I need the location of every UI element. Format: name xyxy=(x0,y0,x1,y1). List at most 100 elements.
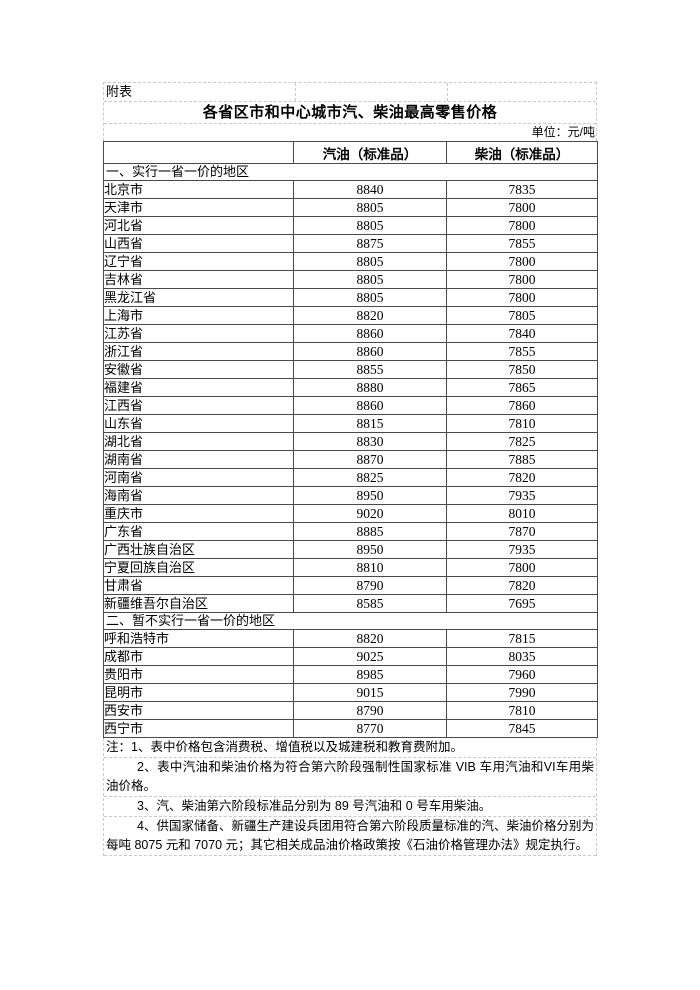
region-cell: 重庆市 xyxy=(103,504,294,523)
table-row: 湖南省 8870 7885 xyxy=(103,450,598,469)
diesel-price-cell: 7825 xyxy=(446,432,598,451)
gasoline-price-cell: 8825 xyxy=(293,468,447,487)
diesel-price-cell: 7845 xyxy=(446,719,598,738)
region-cell: 上海市 xyxy=(103,306,294,325)
gasoline-column-header: 汽油（标准品） xyxy=(293,141,447,164)
region-cell: 浙江省 xyxy=(103,342,294,361)
region-cell: 福建省 xyxy=(103,378,294,397)
region-cell: 新疆维吾尔自治区 xyxy=(103,594,294,613)
region-cell: 宁夏回族自治区 xyxy=(103,558,294,577)
diesel-price-cell: 7820 xyxy=(446,576,598,595)
table-row: 贵阳市 8985 7960 xyxy=(103,665,598,684)
region-cell: 湖南省 xyxy=(103,450,294,469)
table-row: 河南省 8825 7820 xyxy=(103,468,598,487)
note-paragraph-2: 2、表中汽油和柴油价格为符合第六阶段强制性国家标准 VIB 车用汽油和VI车用柴… xyxy=(104,758,596,797)
gasoline-price-cell: 8860 xyxy=(293,396,447,415)
diesel-price-cell: 7810 xyxy=(446,701,598,720)
gasoline-price-cell: 8815 xyxy=(293,414,447,433)
table-row: 辽宁省 8805 7800 xyxy=(103,252,598,271)
region-cell: 辽宁省 xyxy=(103,252,294,271)
gasoline-price-cell: 8985 xyxy=(293,665,447,684)
region-cell: 江苏省 xyxy=(103,324,294,343)
diesel-price-cell: 8010 xyxy=(446,504,598,523)
gasoline-price-cell: 8790 xyxy=(293,576,447,595)
gasoline-price-cell: 8830 xyxy=(293,432,447,451)
region-cell: 黑龙江省 xyxy=(103,288,294,307)
table-row: 成都市 9025 8035 xyxy=(103,647,598,666)
diesel-price-cell: 7820 xyxy=(446,468,598,487)
note-paragraph-1: 注：1、表中价格包含消费税、增值税以及城建税和教育费附加。 xyxy=(104,738,596,758)
gasoline-price-cell: 8860 xyxy=(293,324,447,343)
gasoline-price-cell: 8805 xyxy=(293,216,447,235)
gasoline-price-cell: 8860 xyxy=(293,342,447,361)
gasoline-price-cell: 8585 xyxy=(293,594,447,613)
gasoline-price-cell: 8880 xyxy=(293,378,447,397)
table-row: 吉林省 8805 7800 xyxy=(103,270,598,289)
table-caption-area: 附表 各省区市和中心城市汽、柴油最高零售价格 单位：元/吨 xyxy=(103,82,597,141)
table-row: 天津市 8805 7800 xyxy=(103,198,598,217)
table-row: 广西壮族自治区 8950 7935 xyxy=(103,540,598,559)
corner-cell xyxy=(103,141,294,164)
note-paragraph-4: 4、供国家储备、新疆生产建设兵团用符合第六阶段质量标准的汽、柴油价格分别为每吨 … xyxy=(104,817,596,856)
gasoline-price-cell: 8950 xyxy=(293,486,447,505)
table-header-row: 汽油（标准品） 柴油（标准品） xyxy=(103,141,598,164)
diesel-price-cell: 7865 xyxy=(446,378,598,397)
table-row: 黑龙江省 8805 7800 xyxy=(103,288,598,307)
region-cell: 呼和浩特市 xyxy=(103,629,294,648)
region-cell: 河北省 xyxy=(103,216,294,235)
gasoline-price-cell: 8855 xyxy=(293,360,447,379)
table-row: 甘肃省 8790 7820 xyxy=(103,576,598,595)
gasoline-price-cell: 8770 xyxy=(293,719,447,738)
note-paragraph-3: 3、汽、柴油第六阶段标准品分别为 89 号汽油和 0 号车用柴油。 xyxy=(104,797,596,817)
gasoline-price-cell: 8805 xyxy=(293,270,447,289)
gasoline-price-cell: 8805 xyxy=(293,198,447,217)
gasoline-price-cell: 8885 xyxy=(293,522,447,541)
diesel-price-cell: 7805 xyxy=(446,306,598,325)
page-title: 各省区市和中心城市汽、柴油最高零售价格 xyxy=(104,102,596,124)
table-row: 山东省 8815 7810 xyxy=(103,414,598,433)
table-row: 昆明市 9015 7990 xyxy=(103,683,598,702)
price-table-body: 汽油（标准品） 柴油（标准品） 一、实行一省一价的地区 北京市 8840 7835 天津市 8… xyxy=(103,141,598,738)
gasoline-price-cell: 8820 xyxy=(293,306,447,325)
diesel-price-cell: 7935 xyxy=(446,486,598,505)
table-row: 重庆市 9020 8010 xyxy=(103,504,598,523)
gasoline-price-cell: 9025 xyxy=(293,647,447,666)
table-row: 江西省 8860 7860 xyxy=(103,396,598,415)
region-cell: 湖北省 xyxy=(103,432,294,451)
table-row: 海南省 8950 7935 xyxy=(103,486,598,505)
gasoline-price-cell: 8810 xyxy=(293,558,447,577)
region-cell: 西宁市 xyxy=(103,719,294,738)
diesel-price-cell: 7960 xyxy=(446,665,598,684)
section-header-label: 二、暂不实行一省一价的地区 xyxy=(103,612,598,630)
table-row: 安徽省 8855 7850 xyxy=(103,360,598,379)
table-row: 福建省 8880 7865 xyxy=(103,378,598,397)
diesel-price-cell: 7800 xyxy=(446,270,598,289)
region-cell: 西安市 xyxy=(103,701,294,720)
region-cell: 甘肃省 xyxy=(103,576,294,595)
diesel-price-cell: 7870 xyxy=(446,522,598,541)
table-row: 西宁市 8770 7845 xyxy=(103,719,598,738)
diesel-price-cell: 7860 xyxy=(446,396,598,415)
region-cell: 海南省 xyxy=(103,486,294,505)
diesel-price-cell: 7800 xyxy=(446,252,598,271)
region-cell: 广东省 xyxy=(103,522,294,541)
gasoline-price-cell: 8805 xyxy=(293,288,447,307)
table-row: 北京市 8840 7835 xyxy=(103,180,598,199)
table-row: 江苏省 8860 7840 xyxy=(103,324,598,343)
gasoline-price-cell: 8840 xyxy=(293,180,447,199)
section-header-row-2: 二、暂不实行一省一价的地区 xyxy=(103,612,598,630)
gasoline-price-cell: 8790 xyxy=(293,701,447,720)
region-cell: 广西壮族自治区 xyxy=(103,540,294,559)
diesel-price-cell: 7855 xyxy=(446,234,598,253)
gasoline-price-cell: 8870 xyxy=(293,450,447,469)
region-cell: 山西省 xyxy=(103,234,294,253)
diesel-price-cell: 7800 xyxy=(446,288,598,307)
region-cell: 天津市 xyxy=(103,198,294,217)
region-cell: 江西省 xyxy=(103,396,294,415)
table-row: 呼和浩特市 8820 7815 xyxy=(103,629,598,648)
table-row: 新疆维吾尔自治区 8585 7695 xyxy=(103,594,598,613)
gasoline-price-cell: 8875 xyxy=(293,234,447,253)
region-cell: 吉林省 xyxy=(103,270,294,289)
diesel-column-header: 柴油（标准品） xyxy=(446,141,598,164)
gasoline-price-cell: 8950 xyxy=(293,540,447,559)
